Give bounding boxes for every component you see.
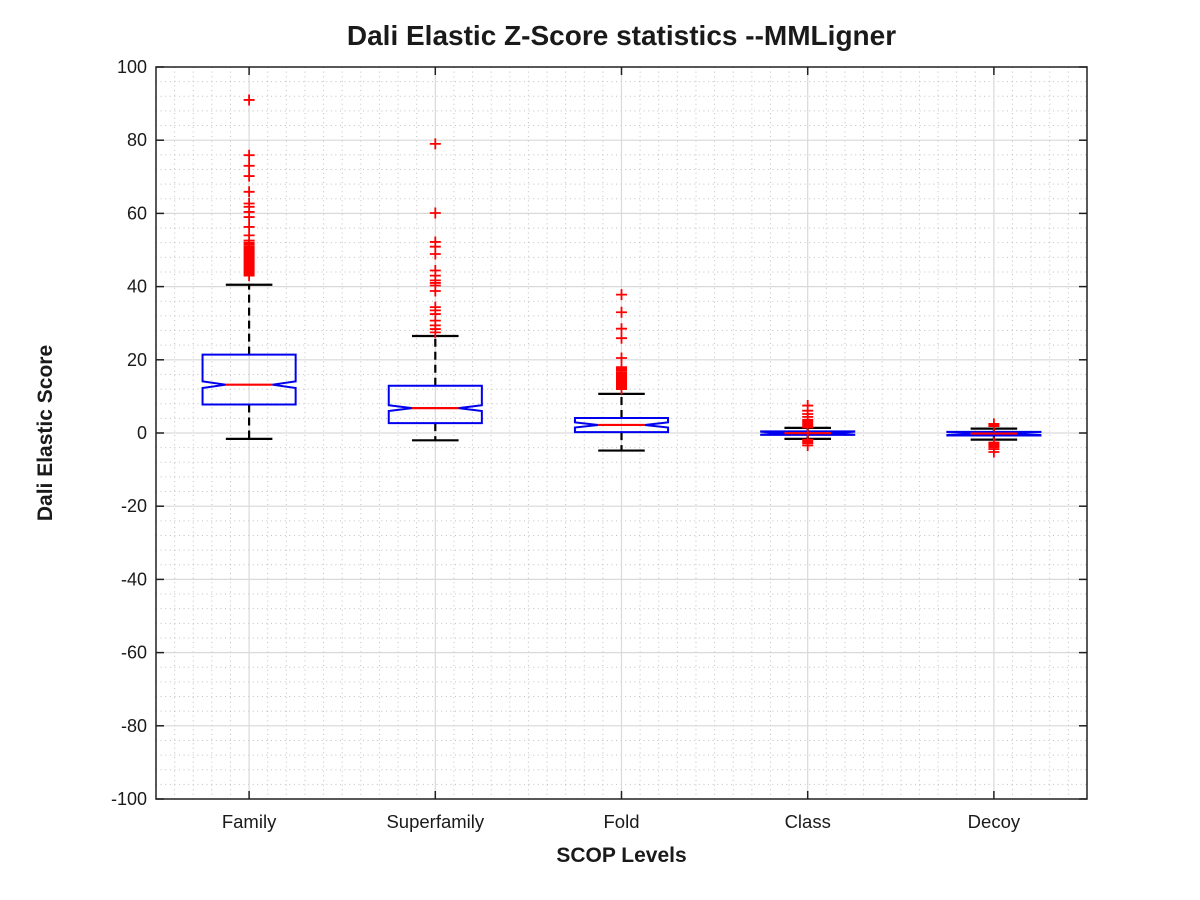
- box-outline-fold: [573, 416, 670, 434]
- outliers-low-class: [802, 434, 814, 451]
- outliers-high-family: [243, 94, 255, 282]
- y-tick-label: -60: [121, 643, 147, 663]
- box-outline-family: [201, 353, 297, 406]
- y-tick-label: 60: [127, 203, 147, 223]
- outliers-high-decoy: [988, 418, 1000, 432]
- box-outline-class: [760, 430, 856, 436]
- box-outline-decoy: [946, 430, 1042, 437]
- x-tick-label-superfamily: Superfamily: [386, 811, 484, 832]
- y-tick-label: 20: [127, 350, 147, 370]
- y-tick-label: -40: [121, 569, 147, 589]
- y-tick-label: 100: [117, 57, 147, 77]
- box-outline-superfamily: [387, 384, 483, 425]
- x-tick-label-family: Family: [222, 811, 277, 832]
- x-tick-label-class: Class: [785, 811, 831, 832]
- y-tick-label: 0: [137, 423, 147, 443]
- x-tick-label-decoy: Decoy: [968, 811, 1021, 832]
- chart-title: Dali Elastic Z-Score statistics --MMLign…: [346, 20, 897, 51]
- y-tick-label: -80: [121, 716, 147, 736]
- outliers-high-class: [802, 400, 814, 434]
- y-tick-label: -20: [121, 496, 147, 516]
- x-axis-title: SCOP Levels: [556, 844, 687, 867]
- y-tick-label: 40: [127, 277, 147, 297]
- outliers-high-superfamily: [429, 138, 441, 338]
- y-tick-label: -100: [111, 789, 147, 809]
- y-tick-label: 80: [127, 130, 147, 150]
- x-tick-label-fold: Fold: [604, 811, 640, 832]
- outliers-high-fold: [616, 289, 627, 395]
- outliers-low-decoy: [988, 437, 1000, 458]
